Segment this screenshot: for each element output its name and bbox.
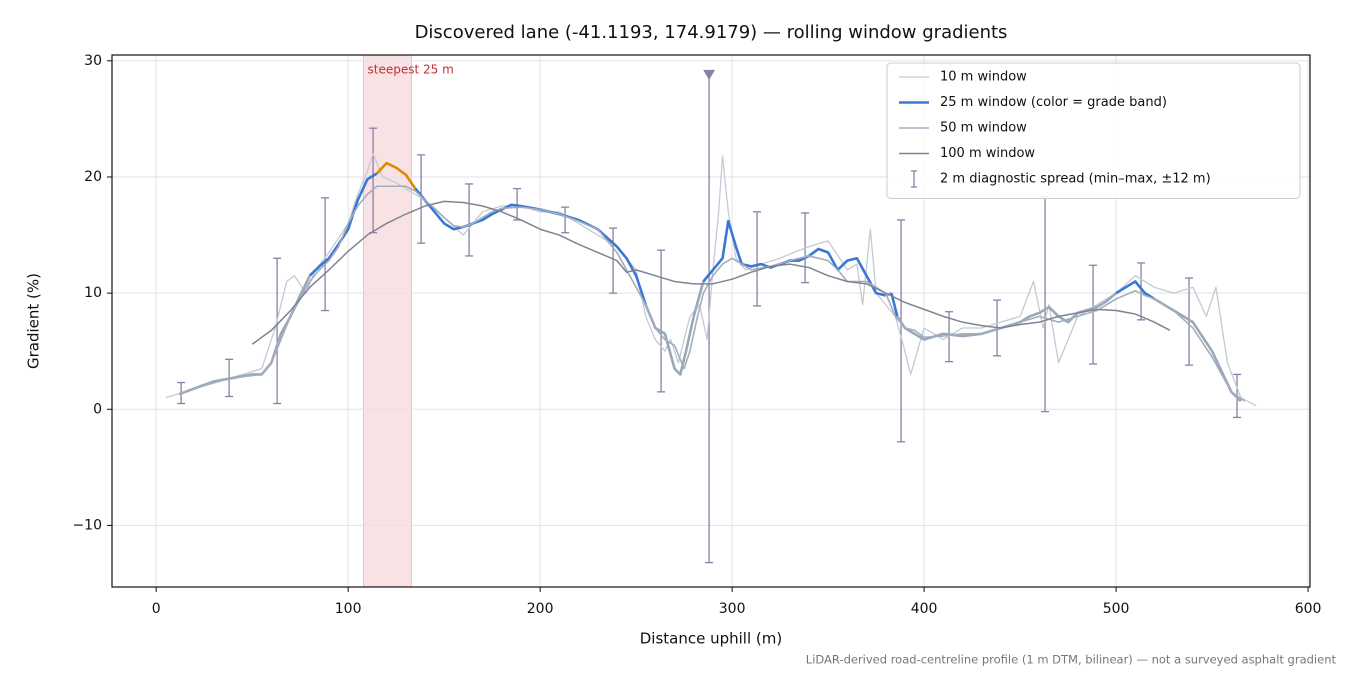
x-tick-label: 500 <box>1103 601 1130 617</box>
series-line <box>375 161 417 190</box>
y-tick-label: 30 <box>84 53 102 69</box>
series-line <box>1115 280 1156 301</box>
y-tick-label: −10 <box>72 517 102 533</box>
y-tick-label: 0 <box>93 401 102 417</box>
footnote: LiDAR-derived road-centreline profile (1… <box>806 653 1337 667</box>
legend-label: 25 m window (color = grade band) <box>940 95 1167 110</box>
highlight-span <box>363 54 412 588</box>
x-axis-label: Distance uphill (m) <box>640 630 782 648</box>
legend-label: 2 m diagnostic spread (min–max, ±12 m) <box>940 172 1211 187</box>
legend-label: 50 m window <box>940 121 1027 136</box>
x-tick-label: 300 <box>719 601 746 617</box>
series-line <box>165 153 1257 407</box>
series-line <box>251 200 1171 345</box>
legend-label: 10 m window <box>940 70 1027 85</box>
series-line <box>702 219 887 297</box>
legend-label: 100 m window <box>940 146 1035 161</box>
x-tick-label: 0 <box>152 601 161 617</box>
x-tick-label: 600 <box>1295 601 1322 617</box>
y-axis-label: Gradient (%) <box>25 273 43 369</box>
legend-box <box>886 62 1301 199</box>
clip-marker <box>703 69 716 80</box>
x-tick-label: 400 <box>911 601 938 617</box>
x-tick-label: 200 <box>527 601 554 617</box>
y-tick-label: 10 <box>84 285 102 301</box>
span-label: steepest 25 m <box>368 63 454 77</box>
plot-frame <box>111 54 1311 588</box>
y-tick-label: 20 <box>84 169 102 185</box>
chart-title: Discovered lane (-41.1193, 174.9179) — r… <box>415 22 1008 43</box>
x-tick-label: 100 <box>335 601 362 617</box>
series-line <box>414 187 647 306</box>
series-line <box>178 185 1246 402</box>
